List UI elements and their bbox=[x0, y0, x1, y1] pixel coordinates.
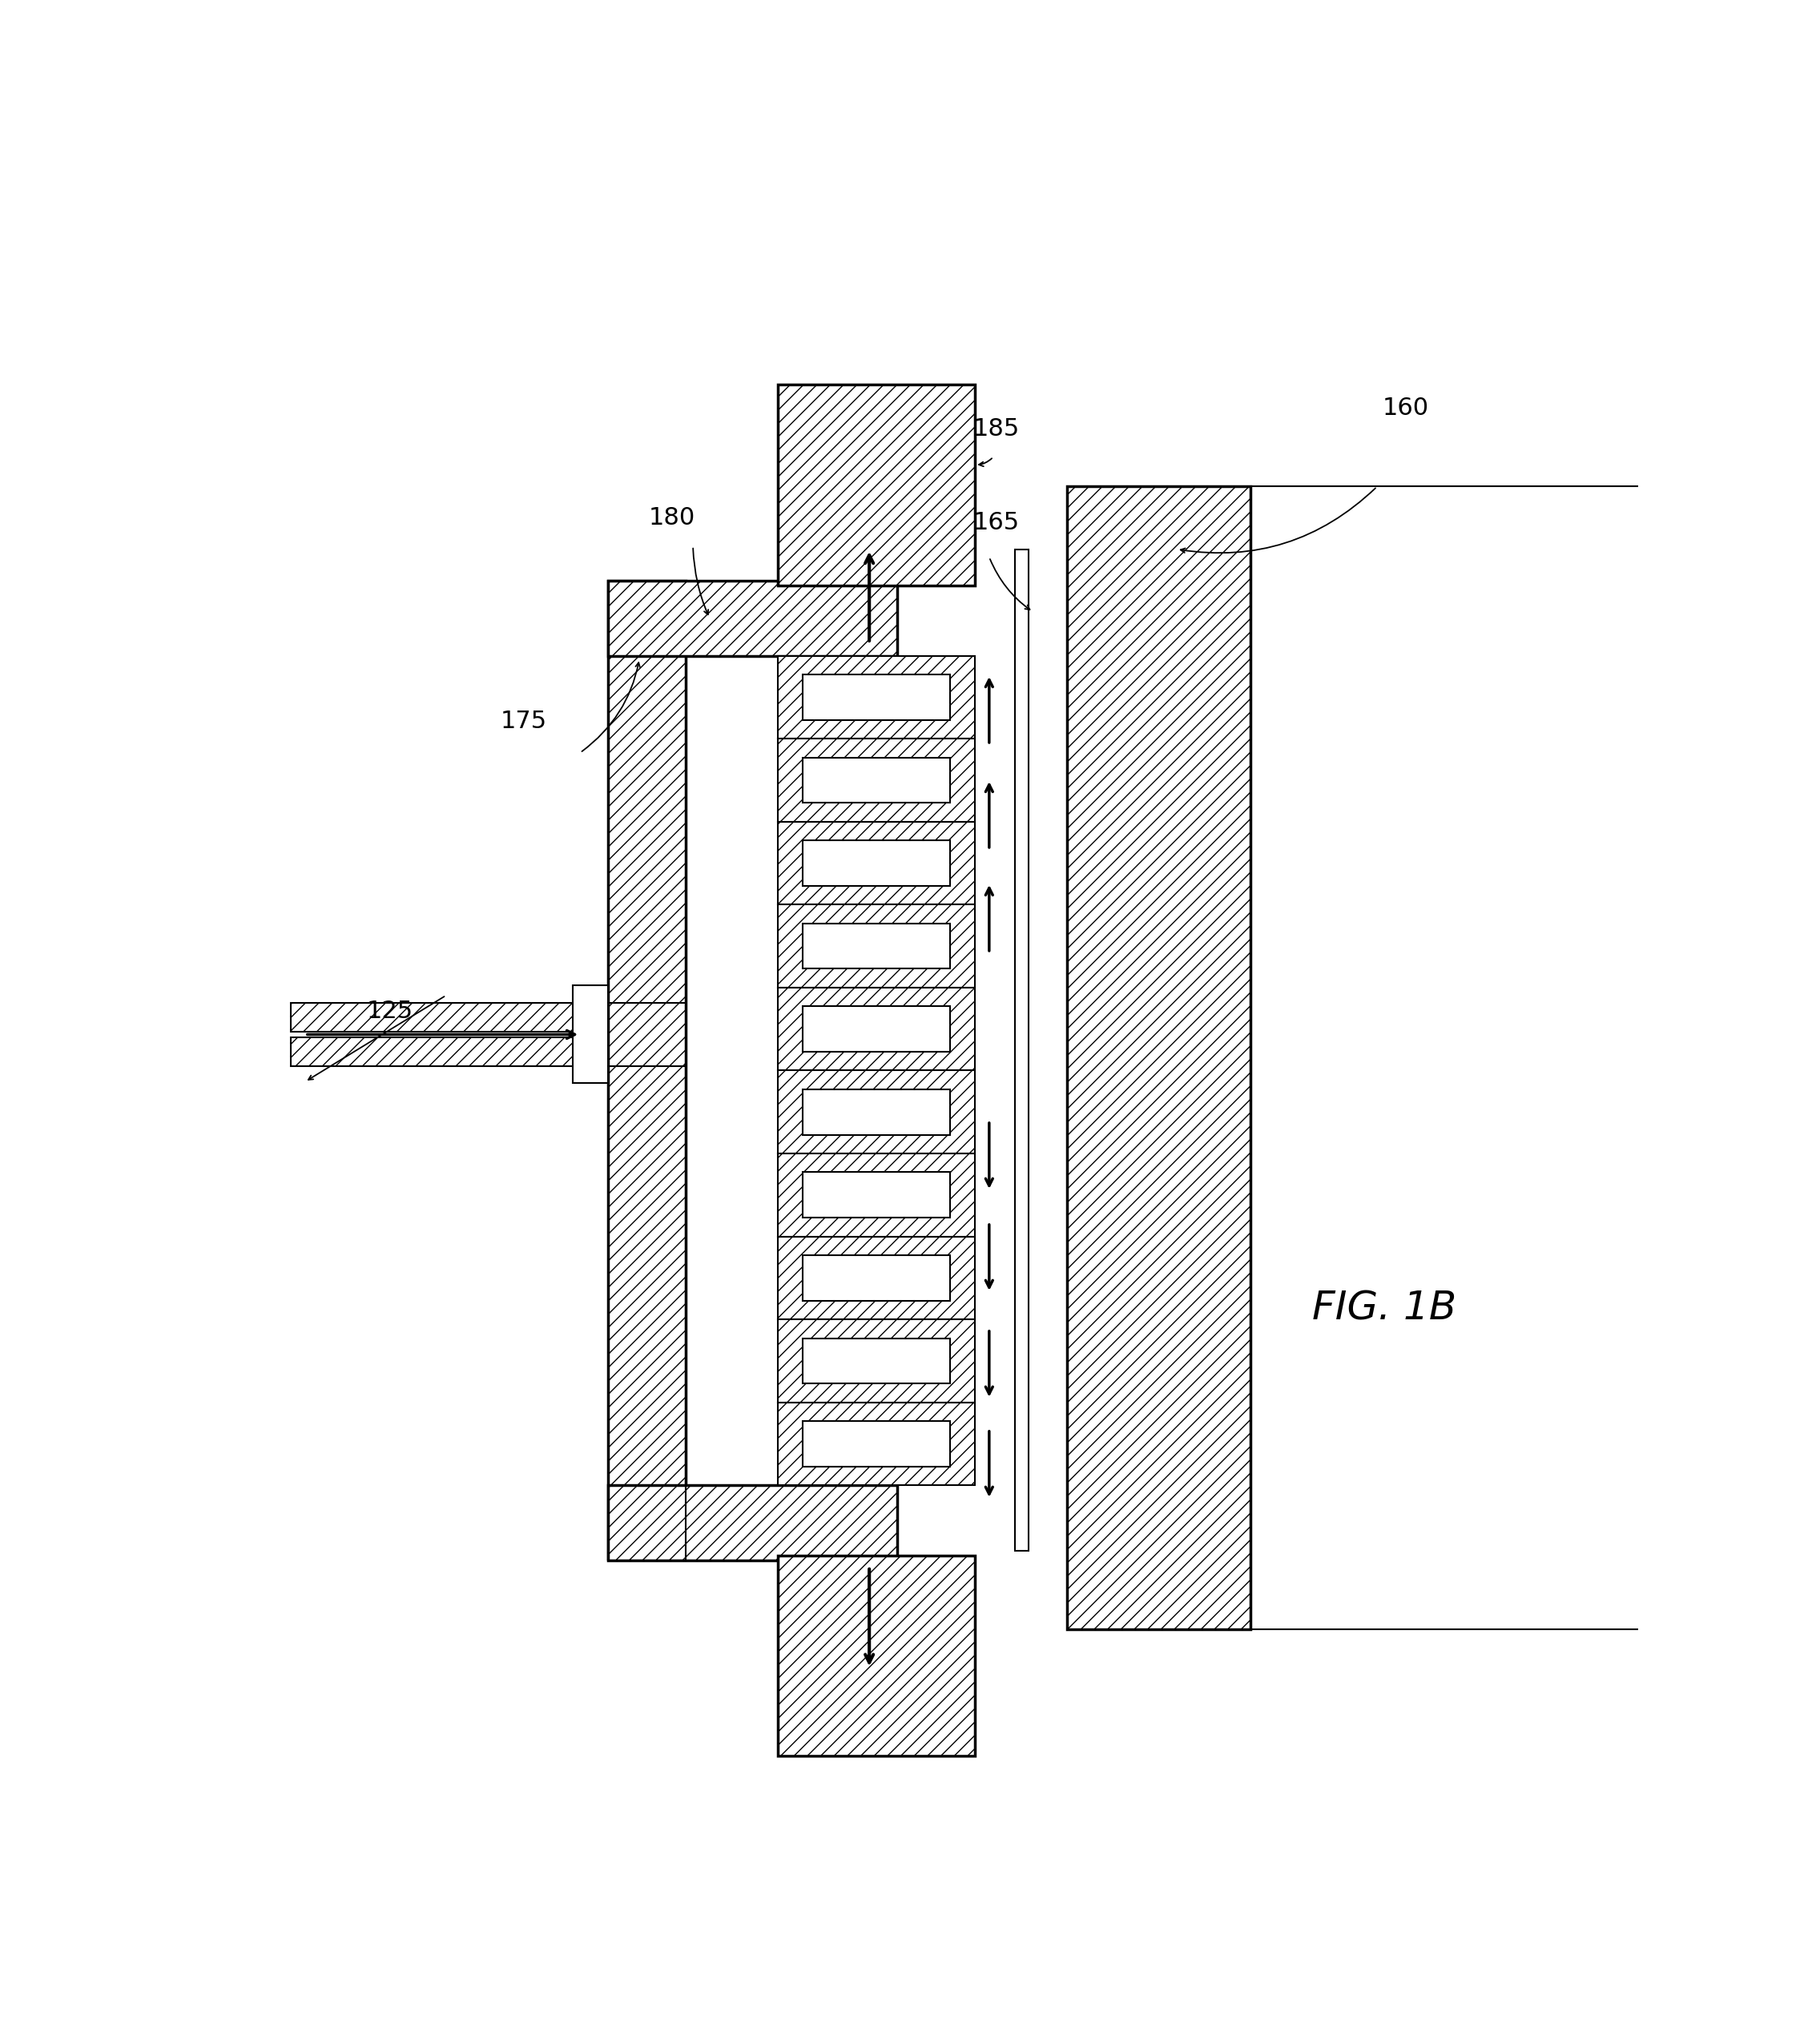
Text: 185: 185 bbox=[974, 417, 1019, 441]
Bar bbox=[803, 1421, 950, 1466]
Bar bbox=[777, 1071, 976, 1153]
Bar bbox=[777, 988, 976, 1071]
Bar bbox=[803, 1173, 950, 1218]
Bar bbox=[608, 581, 897, 657]
Bar bbox=[777, 657, 976, 738]
Bar bbox=[1067, 486, 1250, 1628]
Bar bbox=[777, 1319, 976, 1403]
Bar bbox=[777, 384, 976, 586]
Text: 180: 180 bbox=[648, 506, 695, 529]
Bar bbox=[803, 1090, 950, 1134]
Text: 160: 160 bbox=[1381, 396, 1429, 421]
Text: 175: 175 bbox=[501, 710, 548, 734]
Text: FIG. 1B: FIG. 1B bbox=[1312, 1289, 1456, 1328]
Bar bbox=[803, 1338, 950, 1384]
Bar bbox=[777, 821, 976, 905]
Bar bbox=[573, 986, 608, 1084]
Bar bbox=[803, 758, 950, 803]
Bar bbox=[803, 1254, 950, 1301]
Bar bbox=[803, 1006, 950, 1051]
Bar bbox=[291, 1037, 608, 1065]
Text: 125: 125 bbox=[366, 1000, 413, 1023]
Bar bbox=[291, 1002, 608, 1031]
Bar bbox=[777, 1403, 976, 1486]
Bar bbox=[803, 675, 950, 720]
Bar bbox=[777, 905, 976, 988]
Text: 165: 165 bbox=[974, 510, 1019, 535]
Bar bbox=[777, 1236, 976, 1319]
Bar bbox=[803, 923, 950, 970]
Bar bbox=[1014, 549, 1028, 1551]
Bar bbox=[777, 1555, 976, 1757]
Bar bbox=[608, 581, 686, 1559]
Bar bbox=[803, 840, 950, 886]
Bar bbox=[777, 1153, 976, 1236]
Bar bbox=[608, 1486, 897, 1561]
Bar bbox=[777, 738, 976, 821]
